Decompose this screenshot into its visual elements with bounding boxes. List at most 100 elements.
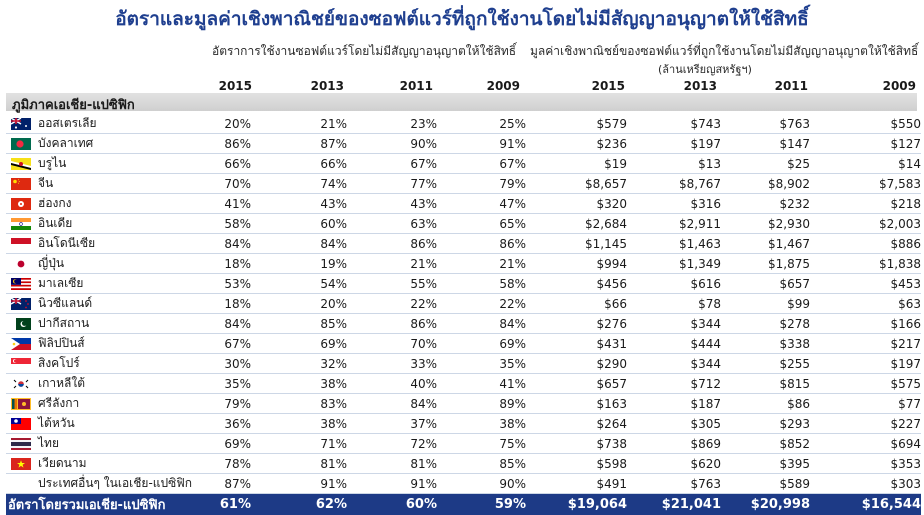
value-cell: $197	[627, 134, 721, 154]
flag-cell	[6, 354, 36, 374]
rate-cell: 70%	[204, 174, 251, 194]
rate-group-header: อัตราการใช้งานซอฟต์แวร์โดยไม่มีสัญญาอนุญ…	[212, 42, 516, 61]
year-header: 2011	[373, 79, 433, 93]
country-name: ออสเตรเลีย	[36, 114, 204, 134]
year-header: 2009	[856, 79, 916, 93]
rate-cell: 66%	[251, 154, 347, 174]
rate-cell: 58%	[204, 214, 251, 234]
rate-cell: 21%	[251, 114, 347, 134]
rate-cell: 84%	[204, 234, 251, 254]
rate-cell: 35%	[204, 374, 251, 394]
total-label: อัตราโดยรวมเอเชีย-แปซิฟิก	[6, 494, 204, 515]
rate-cell: 18%	[204, 294, 251, 314]
value-cell: $869	[627, 434, 721, 454]
value-cell: $657	[721, 274, 810, 294]
rate-cell: 35%	[437, 354, 526, 374]
flag-cell	[6, 274, 36, 294]
rate-cell: 54%	[251, 274, 347, 294]
value-cell: $276	[526, 314, 627, 334]
value-cell: $66	[526, 294, 627, 314]
value-cell: $187	[627, 394, 721, 414]
value-cell: $163	[526, 394, 627, 414]
rate-cell: 53%	[204, 274, 251, 294]
flag-cell	[6, 254, 36, 274]
rate-cell: 91%	[251, 474, 347, 494]
value-cell: $14	[810, 154, 921, 174]
country-name: ไทย	[36, 434, 204, 454]
flag-cell	[6, 194, 36, 214]
value-cell: $886	[810, 234, 921, 254]
value-cell: $99	[721, 294, 810, 314]
value-cell: $1,145	[526, 234, 627, 254]
malaysia-flag-icon	[11, 278, 31, 290]
value-cell: $589	[721, 474, 810, 494]
flag-cell	[6, 474, 36, 494]
value-cell: $197	[810, 354, 921, 374]
value-cell: $453	[810, 274, 921, 294]
rate-cell: 84%	[204, 314, 251, 334]
rate-cell: 67%	[437, 154, 526, 174]
country-name: อินโดนีเซีย	[36, 234, 204, 254]
value-cell: $616	[627, 274, 721, 294]
value-cell: $1,838	[810, 254, 921, 274]
rate-cell: 69%	[251, 334, 347, 354]
value-cell: $743	[627, 114, 721, 134]
rate-cell: 69%	[437, 334, 526, 354]
year-header: 2009	[460, 79, 520, 93]
rate-cell: 86%	[347, 314, 437, 334]
rate-cell: 63%	[347, 214, 437, 234]
country-name: นิวซีแลนด์	[36, 294, 204, 314]
rate-cell: 91%	[437, 134, 526, 154]
value-cell: $232	[721, 194, 810, 214]
value-cell: $278	[721, 314, 810, 334]
flag-cell	[6, 294, 36, 314]
rate-cell: 43%	[251, 194, 347, 214]
year-header: 2013	[657, 79, 717, 93]
flag-cell	[6, 134, 36, 154]
value-cell: $2,911	[627, 214, 721, 234]
rate-cell: 79%	[204, 394, 251, 414]
value-cell: $1,875	[721, 254, 810, 274]
rate-cell: 86%	[347, 234, 437, 254]
flag-cell	[6, 334, 36, 354]
value-cell: $19,064	[526, 494, 627, 515]
rate-cell: 66%	[204, 154, 251, 174]
value-cell: $63	[810, 294, 921, 314]
rate-cell: 25%	[437, 114, 526, 134]
value-cell: $550	[810, 114, 921, 134]
rate-cell: 33%	[347, 354, 437, 374]
rate-cell: 70%	[347, 334, 437, 354]
value-cell: $236	[526, 134, 627, 154]
flag-cell	[6, 394, 36, 414]
value-cell: $7,583	[810, 174, 921, 194]
year-header: 2015	[565, 79, 625, 93]
value-cell: $305	[627, 414, 721, 434]
value-cell: $86	[721, 394, 810, 414]
country-name: ปากีสถาน	[36, 314, 204, 334]
country-name: ฟิลิปปินส์	[36, 334, 204, 354]
country-name: อินเดีย	[36, 214, 204, 234]
rate-cell: 38%	[251, 374, 347, 394]
india-flag-icon	[11, 218, 31, 230]
rate-cell: 22%	[347, 294, 437, 314]
rate-cell: 41%	[437, 374, 526, 394]
rate-cell: 20%	[204, 114, 251, 134]
country-name: ฮ่องกง	[36, 194, 204, 214]
value-cell: $21,041	[627, 494, 721, 515]
rate-cell: 55%	[347, 274, 437, 294]
table-row: สิงคโปร์30%32%33%35%$290$344$255$197	[6, 354, 921, 374]
value-cell: $16,544	[810, 494, 921, 515]
rate-cell: 86%	[437, 234, 526, 254]
flag-cell	[6, 154, 36, 174]
china-flag-icon	[11, 178, 31, 190]
rate-cell: 41%	[204, 194, 251, 214]
value-cell: $293	[721, 414, 810, 434]
